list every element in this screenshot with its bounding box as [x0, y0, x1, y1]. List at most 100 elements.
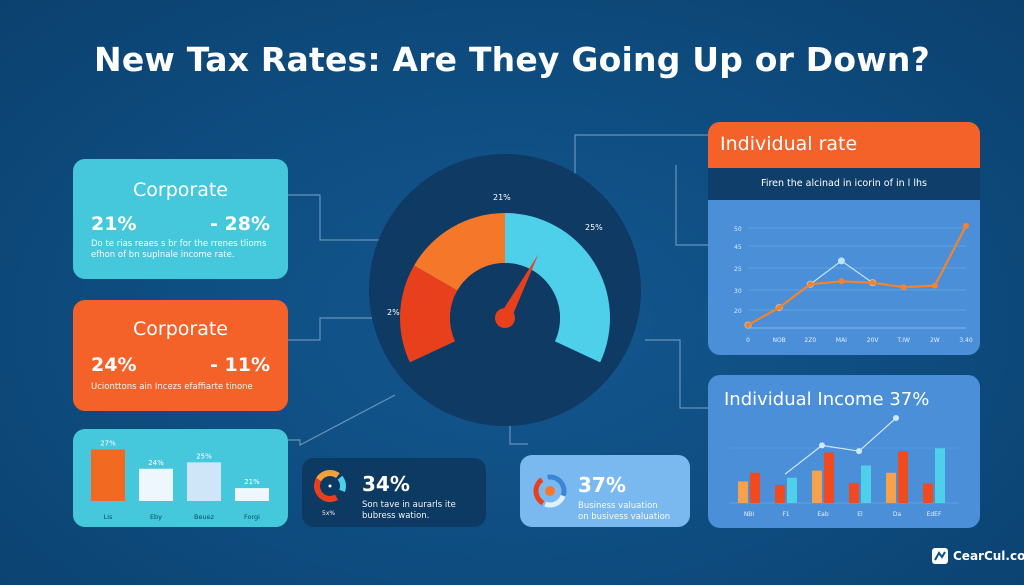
trend-point — [893, 415, 899, 422]
logo-text: CearCul.con — [953, 549, 1024, 563]
bar — [898, 451, 908, 503]
card-title: Corporate — [133, 179, 228, 201]
x-tick-label: NOB — [772, 337, 785, 344]
data-point — [776, 304, 783, 311]
bar — [935, 448, 945, 503]
x-tick-label: Eab — [817, 511, 828, 518]
trend-point — [819, 442, 825, 449]
rate-from: 21% — [91, 213, 137, 235]
bar-value-label: 25% — [196, 452, 212, 460]
panel-header: Individual rate — [708, 122, 980, 168]
x-tick-label: F1 — [782, 511, 789, 518]
bar-category-label: Beuez — [194, 513, 215, 521]
bar-category-label: Eby — [150, 513, 162, 521]
donut-label: 5x% — [322, 510, 336, 517]
stat-caption-2: on busivess valuation — [578, 512, 671, 522]
x-tick-label: NBI — [744, 511, 755, 518]
x-tick-label: 2Z0 — [804, 337, 816, 344]
data-point — [963, 222, 969, 229]
donut-icon — [314, 470, 346, 502]
y-tick-label: 20 — [734, 308, 742, 315]
x-tick-label: 0 — [746, 337, 750, 344]
x-tick-label: 3.40 — [959, 337, 973, 344]
corporate-bar-chart: 27% Lis 24% Eby 25% Beuez 21% Forgi — [91, 439, 269, 521]
bar — [139, 468, 173, 501]
x-tick-label: MAI — [836, 337, 847, 344]
card-title: Corporate — [133, 318, 228, 340]
bar — [787, 477, 797, 503]
bar-category-label: Forgi — [244, 513, 260, 521]
bar — [812, 470, 822, 503]
card-description: Do te rias reaes s br for the rrenes tli… — [91, 239, 267, 260]
donut-icon — [533, 474, 567, 508]
stat-value: 34% — [362, 472, 410, 496]
rate-to: - 28% — [210, 213, 270, 235]
gauge-label: 21% — [493, 193, 511, 202]
x-tick-label: 2W — [930, 337, 940, 344]
x-tick-label: EdEF — [927, 511, 942, 518]
trend-point — [856, 448, 862, 455]
card-description: Ucionttons ain Incezs efaffiarte tinone — [91, 382, 253, 392]
stat-card-34: 5x% 34% Son tave in aurarls ite bubress … — [302, 458, 486, 527]
individual-income-bar-chart: NBI F1 Eab El Da EdEF — [730, 415, 958, 518]
bar — [187, 462, 221, 501]
x-tick-label: 20V — [867, 337, 880, 344]
stat-caption-1: Business valuation — [578, 501, 658, 511]
bar — [824, 452, 834, 503]
corporate-card-1: Corporate 21% - 28% Do te rias reaes s b… — [73, 159, 288, 279]
bar — [849, 482, 859, 503]
x-tick-label: T.IW — [896, 337, 910, 344]
gauge-segment-high — [505, 213, 610, 363]
y-tick-label: 50 — [734, 226, 742, 233]
gauge-segment-low — [400, 265, 458, 363]
data-point — [837, 257, 845, 265]
individual-rate-line-chart: 20 30 25 45 50 0 NOB 2Z0 MAI 20V T.IW 2W 3.40 — [734, 222, 973, 344]
corporate-card-2: Corporate 24% - 11% Ucionttons ain Incez… — [73, 300, 288, 411]
y-tick-label: 30 — [734, 288, 742, 295]
bar — [750, 472, 760, 503]
corporate-bar-card: 27% Lis 24% Eby 25% Beuez 21% Forgi — [73, 429, 288, 527]
gauge-needle-hub — [495, 308, 515, 328]
data-point — [745, 322, 751, 329]
bar-value-label: 27% — [100, 439, 116, 447]
rate-from: 24% — [91, 354, 137, 376]
gauge-segment-mid — [414, 213, 505, 291]
bar — [775, 485, 785, 503]
tax-gauge: 21% 25% 2% — [369, 154, 641, 426]
bar-value-label: 24% — [148, 459, 164, 467]
stat-card-37: 37% Business valuation on busivess valua… — [520, 455, 690, 527]
bar — [886, 472, 896, 503]
bar — [861, 465, 871, 503]
page-title: New Tax Rates: Are They Going Up or Down… — [94, 40, 930, 79]
gauge-label: 25% — [585, 223, 603, 232]
bar-value-label: 21% — [244, 478, 260, 486]
individual-rate-panel: Individual rate Firen the alcinad in ico… — [708, 122, 980, 355]
rate-to: - 11% — [210, 354, 270, 376]
trend-line — [784, 417, 897, 475]
stat-caption-2: bubress wation. — [362, 511, 430, 521]
y-tick-label: 45 — [734, 244, 742, 251]
gauge-label: 2% — [387, 308, 400, 317]
x-tick-label: Da — [893, 511, 902, 518]
logo-icon — [932, 548, 948, 564]
stat-caption-1: Son tave in aurarls ite — [362, 500, 456, 510]
panel-title: Individual rate — [720, 133, 858, 155]
data-point — [900, 284, 907, 291]
bar — [738, 481, 748, 503]
x-tick-label: El — [857, 511, 863, 518]
bar — [923, 483, 933, 503]
bar — [235, 488, 269, 501]
individual-income-panel: Individual Income 37% NBI F1 Eab El Da EdEF — [708, 375, 980, 528]
data-point — [838, 278, 845, 285]
bar — [91, 449, 125, 501]
data-point — [807, 281, 814, 288]
y-tick-label: 25 — [734, 266, 742, 273]
stat-value: 37% — [578, 473, 626, 497]
bar-category-label: Lis — [104, 513, 113, 521]
series-line-orange — [747, 225, 967, 327]
panel-subtitle: Firen the alcinad in icorin of in l lhs — [708, 168, 980, 200]
data-point — [869, 279, 876, 286]
logo: CearCul.con — [932, 548, 1024, 564]
